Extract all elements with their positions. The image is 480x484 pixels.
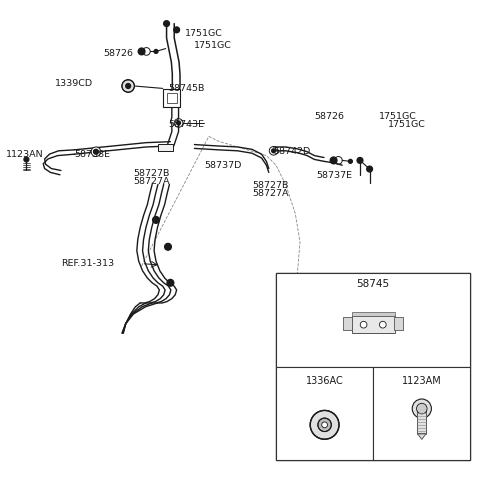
Text: REF.31-313: REF.31-313 bbox=[61, 259, 115, 268]
Circle shape bbox=[174, 27, 180, 33]
Text: 1336AC: 1336AC bbox=[306, 376, 344, 386]
Circle shape bbox=[330, 157, 337, 164]
Polygon shape bbox=[418, 434, 426, 439]
Circle shape bbox=[348, 159, 352, 163]
Text: 58726: 58726 bbox=[314, 112, 345, 121]
Circle shape bbox=[167, 279, 174, 286]
Text: 1123AM: 1123AM bbox=[402, 376, 442, 386]
Circle shape bbox=[169, 96, 174, 100]
Circle shape bbox=[318, 418, 331, 432]
Circle shape bbox=[379, 321, 386, 328]
Circle shape bbox=[357, 157, 363, 163]
Circle shape bbox=[381, 312, 385, 316]
Text: 58737E: 58737E bbox=[316, 171, 352, 180]
Circle shape bbox=[138, 48, 145, 55]
Bar bbox=[373, 367, 470, 460]
Bar bbox=[276, 367, 373, 460]
Text: 58737D: 58737D bbox=[204, 161, 241, 170]
Bar bbox=[351, 312, 395, 316]
Circle shape bbox=[24, 157, 29, 162]
Circle shape bbox=[126, 84, 131, 89]
Text: 58727A: 58727A bbox=[252, 189, 288, 197]
Text: 1751GC: 1751GC bbox=[379, 112, 417, 121]
Bar bbox=[418, 408, 426, 434]
Circle shape bbox=[94, 150, 98, 154]
Circle shape bbox=[122, 80, 134, 92]
Bar bbox=[167, 93, 177, 103]
Text: 58738E: 58738E bbox=[74, 150, 110, 159]
Bar bbox=[344, 317, 352, 331]
Bar bbox=[276, 273, 470, 367]
Bar bbox=[395, 317, 403, 331]
Circle shape bbox=[367, 166, 372, 172]
Text: 1751GC: 1751GC bbox=[185, 29, 223, 38]
Bar bbox=[276, 273, 470, 460]
Circle shape bbox=[177, 121, 180, 125]
Circle shape bbox=[153, 216, 159, 223]
Circle shape bbox=[310, 410, 339, 439]
Text: 1751GC: 1751GC bbox=[194, 41, 232, 50]
Text: 58726: 58726 bbox=[103, 49, 133, 58]
Text: 58745: 58745 bbox=[357, 279, 390, 289]
Circle shape bbox=[361, 312, 366, 316]
Circle shape bbox=[412, 399, 432, 418]
Text: 1751GC: 1751GC bbox=[388, 121, 426, 129]
Bar bbox=[158, 144, 173, 151]
Text: 58743E: 58743E bbox=[168, 120, 204, 129]
Text: 58745B: 58745B bbox=[168, 84, 204, 93]
Circle shape bbox=[272, 149, 276, 153]
Bar bbox=[351, 316, 395, 333]
Text: 1123AN: 1123AN bbox=[6, 150, 43, 159]
Text: 58727B: 58727B bbox=[252, 181, 288, 190]
Circle shape bbox=[322, 422, 327, 428]
Circle shape bbox=[164, 21, 169, 27]
Text: 58742D: 58742D bbox=[274, 147, 311, 156]
Circle shape bbox=[165, 243, 171, 250]
Circle shape bbox=[91, 147, 101, 156]
Circle shape bbox=[417, 403, 427, 414]
Circle shape bbox=[360, 321, 367, 328]
Bar bbox=[163, 90, 180, 106]
Text: 58727A: 58727A bbox=[133, 177, 170, 186]
Circle shape bbox=[154, 49, 158, 53]
Text: 58727B: 58727B bbox=[133, 169, 170, 178]
Text: 1339CD: 1339CD bbox=[55, 79, 93, 88]
